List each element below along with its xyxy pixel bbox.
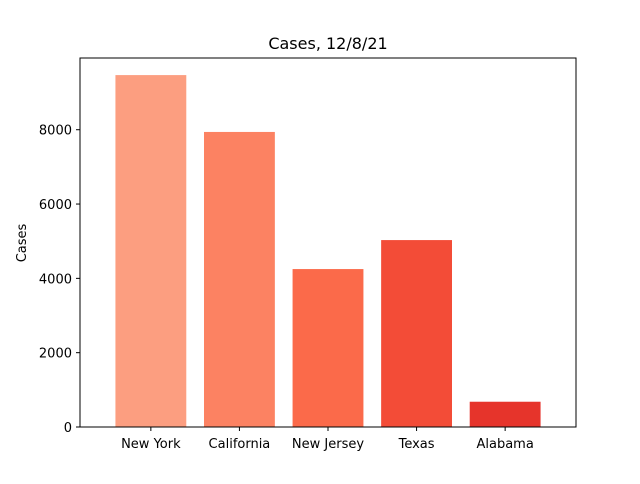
x-tick-label-texas: Texas <box>398 437 435 452</box>
x-tick-label-alabama: Alabama <box>476 437 533 452</box>
y-tick-label: 8000 <box>39 124 72 139</box>
y-tick-label: 2000 <box>39 347 72 362</box>
y-tick-label: 6000 <box>39 198 72 213</box>
chart-title: Cases, 12/8/21 <box>268 34 387 53</box>
bar-alabama <box>469 401 541 427</box>
x-tick-label-new-york: New York <box>121 437 181 452</box>
plot-frame <box>79 57 577 428</box>
bar-new-york <box>115 75 187 427</box>
y-tick-label: 0 <box>64 421 72 436</box>
y-tick-label: 4000 <box>39 272 72 287</box>
bar-new-jersey <box>292 269 364 427</box>
ticks-layer: New York California New Jersey Texas Alabama… <box>39 124 534 452</box>
y-axis-label: Cases <box>15 223 30 262</box>
bar-california <box>204 131 275 427</box>
bars-layer <box>115 75 541 427</box>
x-tick-label-california: California <box>209 437 271 452</box>
bar-texas <box>381 240 452 427</box>
x-tick-label-new-jersey: New Jersey <box>292 437 364 452</box>
